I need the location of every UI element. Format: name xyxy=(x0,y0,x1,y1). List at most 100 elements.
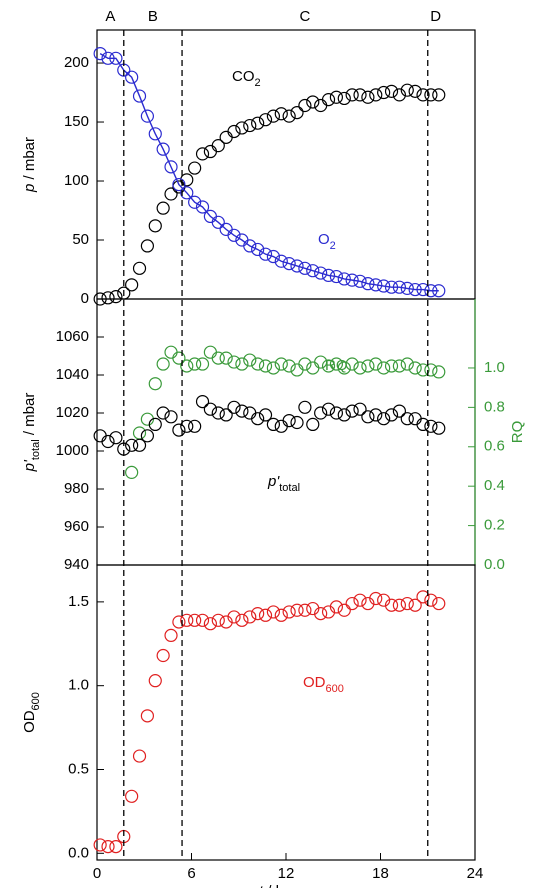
data-point xyxy=(298,400,312,414)
data-point xyxy=(211,613,225,627)
data-point xyxy=(369,357,383,371)
data-point xyxy=(211,351,225,365)
y-axis-label-part: p xyxy=(21,184,38,193)
data-point xyxy=(188,419,202,433)
data-point xyxy=(377,85,391,100)
data-point xyxy=(408,282,422,297)
data-point xyxy=(140,429,154,443)
phase-label: D xyxy=(430,8,441,25)
data-point xyxy=(290,259,304,273)
data-point xyxy=(353,402,367,416)
data-point xyxy=(258,408,273,422)
data-point xyxy=(408,412,422,426)
data-point xyxy=(361,410,375,424)
data-point xyxy=(251,357,265,371)
y-axis-label: p / mbar xyxy=(21,137,38,193)
data-point xyxy=(337,272,351,286)
data-point xyxy=(227,124,241,139)
data-point xyxy=(188,357,202,371)
data-point xyxy=(314,406,328,420)
y-tick-label: 960 xyxy=(64,518,89,535)
data-point xyxy=(164,628,178,642)
data-point xyxy=(432,421,446,435)
data-point xyxy=(321,359,336,373)
data-point xyxy=(164,345,178,359)
x-tick-label: 24 xyxy=(467,865,484,882)
data-point xyxy=(101,839,115,854)
series-label-part: 600 xyxy=(326,683,344,695)
y-axis-label-part: / mbar xyxy=(21,137,38,184)
data-point xyxy=(132,749,147,763)
data-point xyxy=(392,404,406,418)
data-point xyxy=(101,291,115,305)
data-point xyxy=(195,147,210,161)
y-tick-label: 150 xyxy=(64,113,89,130)
data-point xyxy=(274,357,288,371)
data-point xyxy=(172,177,186,192)
data-point xyxy=(353,361,367,375)
data-point xyxy=(321,268,336,283)
data-point xyxy=(172,423,186,437)
data-point xyxy=(227,610,241,624)
data-point xyxy=(361,359,375,373)
data-point xyxy=(290,363,304,377)
data-point xyxy=(400,412,414,426)
data-point xyxy=(392,88,406,102)
data-point xyxy=(125,70,139,84)
data-point xyxy=(258,247,273,261)
data-point xyxy=(361,596,375,611)
y2-axis-label-part: RQ xyxy=(509,421,526,444)
y-axis-label: OD600 xyxy=(21,692,42,733)
data-point xyxy=(345,357,359,371)
data-point xyxy=(314,98,328,113)
data-point xyxy=(290,105,304,120)
y-tick-label: 0 xyxy=(81,290,89,307)
data-point xyxy=(140,239,154,253)
y2-axis-label: RQ xyxy=(509,421,526,444)
data-point xyxy=(314,266,328,280)
y2-tick-label: 0.0 xyxy=(484,556,505,573)
data-point xyxy=(282,605,296,619)
data-point xyxy=(321,93,336,107)
series-label: CO2 xyxy=(232,68,261,89)
y2-tick-label: 0.2 xyxy=(484,517,505,534)
data-point xyxy=(109,51,123,65)
data-point xyxy=(369,278,383,292)
data-point xyxy=(345,88,359,102)
data-point xyxy=(377,361,391,375)
data-point xyxy=(337,603,351,617)
data-point xyxy=(140,109,154,123)
data-point xyxy=(227,355,241,369)
y2-tick-label: 0.4 xyxy=(484,477,505,494)
data-point xyxy=(416,363,430,377)
data-point xyxy=(384,84,399,98)
series-label-part: 2 xyxy=(330,240,336,252)
data-point xyxy=(424,593,438,607)
data-point xyxy=(392,598,406,612)
data-point xyxy=(266,249,280,264)
data-point xyxy=(432,596,446,611)
data-point xyxy=(125,278,139,292)
data-point xyxy=(109,431,123,445)
series-label-part: O xyxy=(318,231,330,248)
series-label-part: 2 xyxy=(255,77,261,89)
data-point xyxy=(235,121,249,135)
data-point xyxy=(164,410,178,424)
data-point xyxy=(400,596,414,611)
data-point xyxy=(132,426,147,440)
y-tick-label: 980 xyxy=(64,480,89,497)
data-point xyxy=(251,242,265,257)
data-point xyxy=(384,359,399,373)
plot-frame xyxy=(96,298,476,566)
data-point xyxy=(337,91,351,106)
series-label: O2 xyxy=(318,231,336,252)
x-tick-label: 18 xyxy=(372,865,389,882)
y-axis-label-part: OD xyxy=(21,710,38,733)
data-point xyxy=(219,615,233,629)
data-point xyxy=(243,610,257,624)
data-point xyxy=(298,98,312,113)
data-point xyxy=(408,361,422,375)
phase-label: B xyxy=(148,8,158,25)
data-point xyxy=(258,608,273,622)
